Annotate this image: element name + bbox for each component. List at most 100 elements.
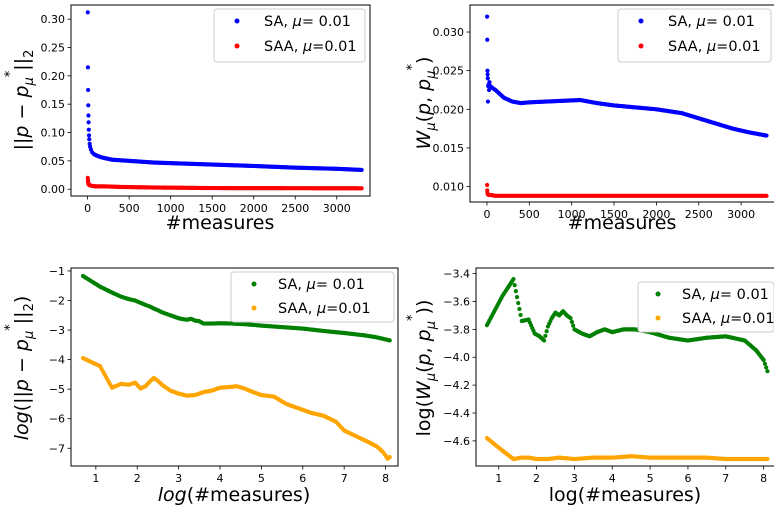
x-axis-label: #measures	[568, 212, 677, 234]
y-tick-label: −6	[49, 413, 65, 426]
data-point	[543, 333, 548, 338]
series-sa	[485, 14, 769, 138]
series-sa	[80, 273, 392, 343]
x-tick-label: 5	[258, 472, 265, 485]
data-point	[517, 306, 522, 312]
y-tick-label: −4.4	[443, 407, 470, 420]
data-point	[764, 133, 769, 138]
legend: SA, μ= 0.01 SAA, μ=0.01	[617, 8, 772, 63]
series-marks	[85, 10, 364, 191]
y-tick-label: −4.6	[443, 435, 470, 448]
data-point	[485, 14, 490, 19]
series-sa	[484, 277, 770, 374]
data-point	[512, 283, 517, 288]
data-point	[487, 80, 492, 85]
x-tick-label: 8	[760, 472, 767, 485]
series-sa	[85, 10, 364, 173]
x-tick-label: 1	[92, 472, 99, 485]
svg-text:||p − pμ*||2: ||p − pμ*||2	[3, 50, 37, 151]
x-tick-label: 1500	[600, 208, 628, 221]
data-point	[85, 65, 91, 70]
legend: SA, μ= 0.01 SAA, μ=0.01	[213, 8, 366, 63]
data-point	[485, 68, 490, 73]
panel-l2-log: 1 2 3 4 5 6 7 8 −7 −6 −5 −4 −3 −2 −1 log(#measures) l…	[3, 265, 399, 506]
x-ticks: 1 2 3 4 5 6 7 8	[92, 466, 389, 485]
series-saa	[484, 436, 770, 462]
data-point	[86, 87, 91, 93]
legend-box	[213, 8, 366, 63]
y-tick-label: −3	[49, 324, 65, 337]
y-tick-label: −2	[49, 295, 65, 308]
x-tick-label: 8	[382, 472, 389, 485]
data-point	[764, 193, 769, 198]
y-tick-label: −5	[49, 383, 65, 396]
x-tick-label: 4	[609, 472, 616, 485]
x-tick-label: 5	[647, 472, 654, 485]
legend-marker-saa	[234, 43, 240, 49]
data-point	[511, 277, 516, 282]
plot-frame	[475, 267, 774, 467]
y-tick-label: 0.015	[433, 142, 465, 155]
data-point	[86, 113, 91, 118]
y-tick-label: 0.25	[41, 42, 66, 55]
legend-label-saa: SAA, μ=0.01	[668, 39, 761, 55]
data-point	[86, 103, 91, 108]
legend-marker-sa	[234, 18, 240, 24]
data-point	[765, 456, 770, 462]
x-tick-label: 3000	[727, 208, 755, 221]
legend-label-saa: SAA, μ=0.01	[278, 301, 371, 317]
x-tick-label: 1000	[558, 208, 586, 221]
data-point	[571, 323, 576, 328]
y-tick-label: 0.10	[41, 127, 66, 140]
data-point	[765, 369, 770, 374]
legend-marker-saa	[638, 43, 644, 49]
panel-w-log: 1 2 3 4 5 6 7 8 −4.6 −4.4 −4.2 −4.0 −3.8 −3.6 −3.4 lo…	[405, 267, 774, 506]
plot-frame	[70, 4, 371, 197]
x-tick-label: 2000	[240, 202, 268, 215]
y-tick-label: 0.05	[41, 155, 66, 168]
x-tick-label: 500	[119, 202, 140, 215]
data-point	[762, 361, 768, 366]
y-tick-label: 0.30	[41, 13, 66, 26]
legend-box	[637, 281, 774, 333]
y-ticks: −7 −6 −5 −4 −3 −2 −1	[49, 265, 71, 455]
series-saa	[485, 182, 769, 198]
legend-box	[230, 271, 395, 323]
y-tick-label: 0.030	[433, 26, 465, 39]
y-tick-label: 0.20	[41, 70, 66, 83]
data-point	[485, 182, 490, 188]
y-ticks: −4.6 −4.4 −4.2 −4.0 −3.8 −3.6 −3.4	[443, 268, 476, 448]
series-marks	[484, 277, 770, 462]
y-tick-label: 0.010	[433, 181, 465, 194]
x-tick-label: 3	[571, 472, 578, 485]
y-tick-label: −7	[49, 442, 65, 455]
legend-label-sa: SA, μ= 0.01	[278, 277, 365, 293]
y-tick-label: 0.00	[41, 183, 66, 196]
y-tick-label: −4	[49, 354, 65, 367]
series-marks	[80, 273, 392, 461]
data-point	[86, 133, 92, 138]
legend-label-sa: SA, μ= 0.01	[682, 287, 769, 303]
panel-l2-linear: 0 500 1000 1500 2000 2500 3000 0.00 0.05 0.10 0.1…	[3, 4, 371, 234]
legend-box	[617, 8, 772, 63]
y-ticks: 0.00 0.05 0.10 0.15 0.20 0.25 0.30	[41, 13, 71, 196]
data-point	[542, 338, 547, 343]
data-point	[485, 72, 490, 77]
x-ticks: 0 500 1000 1500 2000 2500 3000	[483, 202, 755, 221]
legend-label-saa: SAA, μ=0.01	[682, 311, 774, 327]
data-point	[86, 127, 91, 132]
data-point	[87, 137, 92, 142]
plot-frame	[70, 267, 399, 467]
legend-marker-sa	[638, 18, 644, 24]
plot-frame	[469, 4, 774, 203]
data-point	[544, 329, 549, 334]
y-tick-label: 0.15	[41, 98, 66, 111]
legend-label-saa: SAA, μ=0.01	[264, 39, 357, 55]
x-ticks: 1 2 3 4 5 6 7 8	[495, 466, 767, 485]
series-saa	[85, 175, 364, 191]
svg-text:log(Wμ(p, pμ*)): log(Wμ(p, pμ*))	[405, 300, 439, 437]
data-point	[387, 455, 392, 460]
x-tick-label: 2000	[642, 208, 670, 221]
y-tick-label: −3.6	[443, 295, 470, 308]
x-axis-label: log(#measures)	[549, 484, 701, 506]
